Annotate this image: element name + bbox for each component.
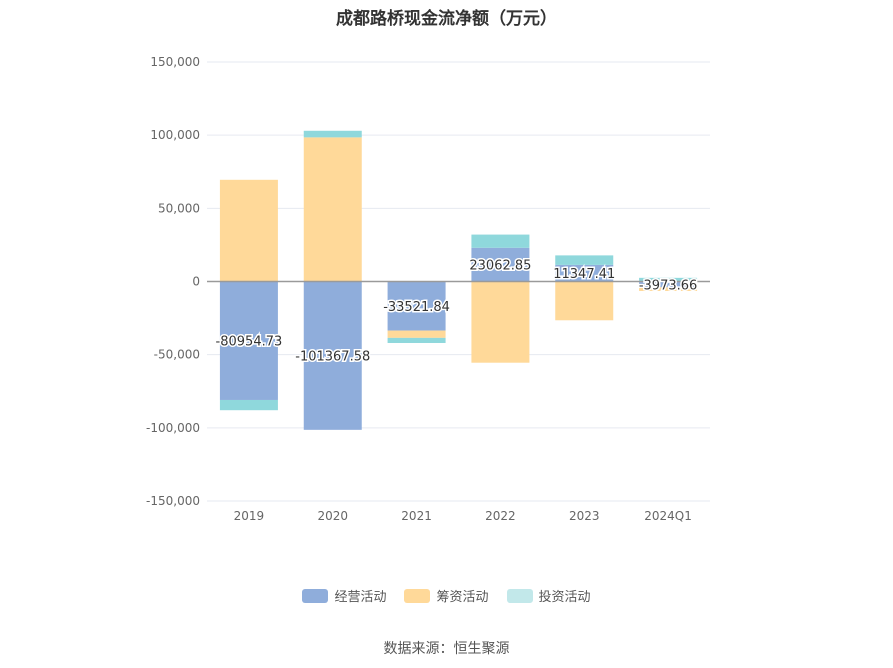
bar-operating bbox=[639, 281, 698, 288]
legend-label-financing: 筹资活动 bbox=[436, 590, 489, 605]
bar-operating bbox=[219, 281, 278, 400]
data-label: -80954.73 bbox=[216, 335, 283, 350]
data-label: -33521.84 bbox=[383, 300, 450, 315]
bar-investing bbox=[555, 255, 614, 265]
legend-swatch-financing bbox=[404, 588, 431, 603]
data-label: -101367.58 bbox=[295, 350, 370, 365]
bar-operating bbox=[387, 281, 446, 331]
legend-swatch-investing bbox=[506, 588, 533, 603]
data-label: -3973.66 bbox=[639, 278, 697, 293]
bar-financing bbox=[471, 281, 530, 363]
y-tick-label: -150,000 bbox=[146, 494, 200, 508]
chart-title: 成都路桥现金流净额（万元） bbox=[336, 9, 557, 29]
x-tick-label: 2020 bbox=[317, 509, 348, 523]
x-tick-label: 2019 bbox=[234, 509, 265, 523]
bar-operating bbox=[471, 247, 530, 282]
chart-legend: 经营活动 筹资活动 投资活动 bbox=[0, 586, 893, 605]
x-tick-label: 2022 bbox=[485, 509, 516, 523]
bar-financing bbox=[387, 330, 446, 338]
legend-label-operating: 经营活动 bbox=[334, 590, 387, 605]
legend-item-financing[interactable]: 筹资活动 bbox=[404, 586, 489, 605]
legend-item-investing[interactable]: 投资活动 bbox=[506, 586, 591, 605]
x-tick-label: 2023 bbox=[569, 509, 600, 523]
bar-financing bbox=[303, 137, 362, 282]
bar-financing bbox=[219, 179, 278, 282]
data-label: 11347.41 bbox=[553, 267, 615, 282]
bar-investing bbox=[219, 399, 278, 411]
bar-investing bbox=[387, 337, 446, 343]
chart-canvas: 150,000 100,000 50,000 0 -50,000 -100,000 -150… bbox=[146, 55, 710, 523]
legend-swatch-operating bbox=[302, 588, 329, 603]
bar-financing bbox=[555, 281, 614, 321]
y-tick-label: 150,000 bbox=[150, 55, 200, 69]
y-tick-label: 50,000 bbox=[158, 201, 200, 215]
bar-investing bbox=[471, 234, 530, 248]
bar-operating bbox=[303, 281, 362, 430]
y-tick-label: 0 bbox=[192, 275, 200, 289]
x-tick-label: 2021 bbox=[401, 509, 432, 523]
bar-operating bbox=[555, 264, 614, 282]
y-tick-label: -100,000 bbox=[146, 421, 200, 435]
x-tick-label: 2024Q1 bbox=[644, 509, 692, 523]
legend-item-operating[interactable]: 经营活动 bbox=[302, 586, 386, 605]
bar-investing bbox=[639, 277, 698, 282]
bar-financing bbox=[639, 287, 698, 291]
bar-investing bbox=[303, 130, 362, 138]
y-tick-label: -50,000 bbox=[154, 348, 200, 362]
legend-label-investing: 投资活动 bbox=[538, 590, 591, 605]
y-tick-label: 100,000 bbox=[150, 128, 200, 142]
data-label: 23062.85 bbox=[469, 259, 531, 274]
data-source: 数据来源：恒生聚源 bbox=[383, 641, 510, 657]
